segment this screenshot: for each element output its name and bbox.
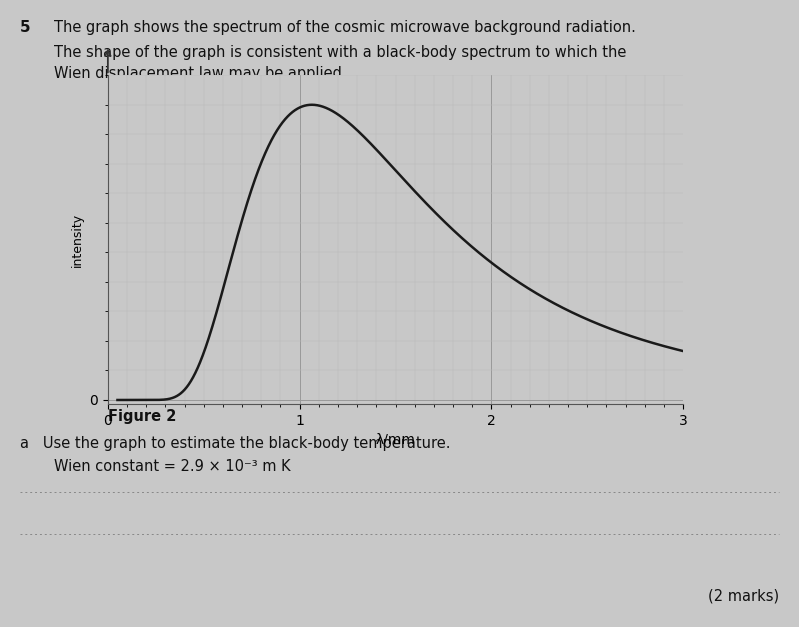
Text: Figure 2: Figure 2 xyxy=(108,409,177,424)
Text: 5: 5 xyxy=(20,20,30,35)
Text: Wien constant = 2.9 × 10⁻³ m K: Wien constant = 2.9 × 10⁻³ m K xyxy=(54,459,291,474)
Y-axis label: intensity: intensity xyxy=(71,213,84,267)
Text: a   Use the graph to estimate the black-body temperature.: a Use the graph to estimate the black-bo… xyxy=(20,436,451,451)
Text: Wien displacement law may be applied.: Wien displacement law may be applied. xyxy=(54,66,347,81)
X-axis label: λ/mm: λ/mm xyxy=(376,432,415,446)
Text: (2 marks): (2 marks) xyxy=(708,588,779,603)
Text: The shape of the graph is consistent with a black-body spectrum to which the: The shape of the graph is consistent wit… xyxy=(54,45,626,60)
Text: The graph shows the spectrum of the cosmic microwave background radiation.: The graph shows the spectrum of the cosm… xyxy=(54,20,636,35)
